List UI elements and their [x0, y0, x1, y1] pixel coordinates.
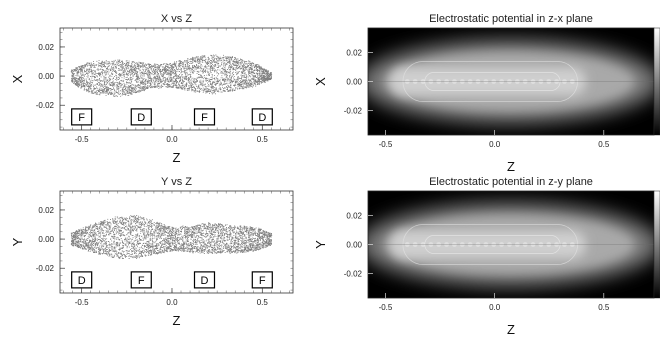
magnet-text: D [258, 112, 266, 124]
y-tick-label: -0.02 [36, 101, 55, 110]
y-tick-label: 0.00 [38, 235, 54, 244]
y-tick-label: -0.02 [344, 269, 363, 278]
y-tick-label: 0.02 [346, 49, 362, 58]
heatmap-field [368, 39, 654, 124]
x-axis-label: Z [507, 322, 515, 337]
magnet-label-1: D [71, 271, 93, 289]
x-tick-label: 0.5 [257, 135, 269, 144]
magnet-box [251, 271, 273, 289]
magnet-box [251, 108, 273, 126]
y-tick-label: -0.02 [36, 264, 55, 273]
magnet-text: F [78, 112, 85, 124]
magnet-label-2: F [130, 271, 152, 289]
colorbar [653, 190, 660, 299]
chart-title: Y vs Z [161, 176, 192, 188]
x-tick-label: 0.0 [489, 303, 501, 312]
colorbar-gradient [653, 190, 660, 299]
magnet-text: F [138, 275, 145, 287]
y-tick-label: 0.02 [38, 206, 54, 215]
magnet-label-3: F [193, 108, 216, 126]
x-axis-label: Z [173, 150, 181, 165]
x-tick-label: -0.5 [75, 135, 89, 144]
chart-panel-2: -0.5 0.0 0.5 0.02 0.00 -0.02 Electrostatic pot… [313, 13, 660, 174]
y-tick-label: 0.00 [38, 72, 54, 81]
x-tick-label: 0.5 [257, 298, 269, 307]
magnet-text: F [259, 275, 266, 287]
magnet-box [71, 108, 93, 126]
x-tick-label: 0.0 [489, 140, 501, 149]
magnet-box [193, 108, 216, 126]
magnet-label-4: F [251, 271, 273, 289]
particle-points [70, 54, 273, 97]
chart-title: Electrostatic potential in z-x plane [429, 13, 593, 25]
x-axis-label: Z [173, 313, 181, 328]
magnet-label-2: D [130, 108, 152, 126]
chart-title: Electrostatic potential in z-y plane [429, 176, 593, 188]
y-axis-label: Y [10, 237, 25, 246]
x-tick-label: 0.0 [166, 298, 178, 307]
magnet-label-4: D [251, 108, 273, 126]
chart-panel-1: F D F D -0.5 0.0 0.5 0.02 0.00 -0.02 X vs Z Z X [10, 13, 294, 165]
x-tick-label: -0.5 [379, 303, 393, 312]
magnet-label-1: F [71, 108, 93, 126]
magnet-text: F [201, 112, 208, 124]
colorbar [653, 27, 660, 136]
magnet-box [130, 108, 152, 126]
y-tick-label: 0.00 [346, 241, 362, 250]
colorbar-gradient [653, 27, 660, 136]
particle-cloud [70, 54, 273, 97]
y-tick-label: 0.00 [346, 78, 362, 87]
y-axis-label: X [10, 74, 25, 83]
x-tick-label: 0.0 [166, 135, 178, 144]
magnet-text: D [78, 275, 86, 287]
magnet-text: D [201, 275, 209, 287]
y-tick-label: 0.02 [346, 212, 362, 221]
magnet-box [130, 271, 152, 289]
x-tick-label: 0.5 [598, 303, 610, 312]
x-tick-label: -0.5 [379, 140, 393, 149]
chart-panel-3: D F D F -0.5 0.0 0.5 0.02 0.00 -0.02 Y vs Z Z Y [10, 176, 294, 328]
heatmap-field [368, 202, 654, 287]
chart-title: X vs Z [161, 13, 192, 25]
y-axis-label: Y [313, 240, 328, 249]
x-tick-label: -0.5 [75, 298, 89, 307]
y-tick-label: 0.02 [38, 43, 54, 52]
x-axis-label: Z [507, 159, 515, 174]
particle-points [70, 214, 273, 260]
y-axis-label: X [313, 77, 328, 86]
magnet-label-3: D [193, 271, 216, 289]
chart-panel-4: -0.5 0.0 0.5 0.02 0.00 -0.02 Electrostatic pot… [313, 176, 660, 337]
x-tick-label: 0.5 [598, 140, 610, 149]
magnet-box [71, 271, 93, 289]
magnet-text: D [137, 112, 145, 124]
particle-cloud [70, 214, 273, 260]
y-tick-label: -0.02 [344, 106, 363, 115]
magnet-box [193, 271, 216, 289]
